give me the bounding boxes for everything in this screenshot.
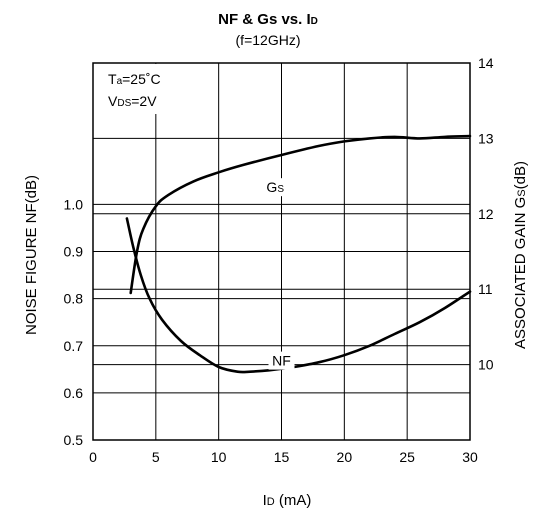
y-right-tick-label: 11 [478,281,493,297]
series-line-gs [129,134,472,295]
series-label-gs: GS [266,179,284,195]
chart-title: NF & Gs vs. ID (f=12GHz) [218,11,318,48]
x-tick-label: 10 [211,449,227,465]
y-right-tick-label: 12 [478,206,494,222]
y-left-tick-label: 0.7 [64,338,84,354]
series-label-nf: NF [272,353,291,369]
x-axis-label: ID (mA) [263,492,312,509]
y-right-tick-label: 10 [478,357,494,373]
y-left-tick-label: 0.6 [64,385,84,401]
grid [92,62,471,441]
x-tick-label: 30 [462,449,478,465]
x-tick-label: 15 [274,449,290,465]
series-label-background-gs [262,178,288,197]
y-left-tick-label: 0.8 [64,291,84,307]
conditions-box-background [95,64,190,114]
x-tick-label: 0 [89,449,97,465]
y-right-tick-label: 14 [478,55,494,71]
tick-labels: 0 5 10 15 20 25 30 0.5 0.6 0.7 0.8 0.9 1.0 10 11 12 13 14 [64,55,494,465]
x-tick-label: 25 [399,449,415,465]
series-line-nf [125,217,472,374]
chart-title-main: NF & Gs vs. ID [218,11,318,28]
y-axis-right-label: ASSOCIATED GAIN GS(dB) [512,161,529,349]
plot-border [92,62,471,441]
condition-temperature: Ta=25˚C [108,71,161,87]
series-label-background-nf [268,351,295,370]
chart-subtitle: (f=12GHz) [236,32,301,48]
conditions-box: Ta=25˚C VDS=2V [95,64,190,114]
condition-vds: VDS=2V [108,93,157,109]
x-tick-label: 20 [337,449,353,465]
y-right-tick-label: 13 [478,130,494,146]
chart-title-subscript: D [311,16,318,27]
y-left-tick-label: 1.0 [64,196,84,212]
y-left-tick-label: 0.9 [64,244,84,260]
series: NF GS [125,134,472,374]
y-axis-left-label: NOISE FIGURE NF(dB) [23,175,40,335]
x-tick-label: 5 [152,449,160,465]
y-left-tick-label: 0.5 [64,432,84,448]
